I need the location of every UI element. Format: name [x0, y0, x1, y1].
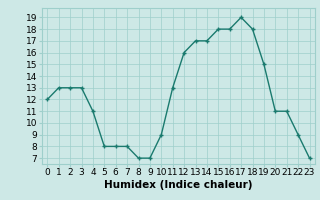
- X-axis label: Humidex (Indice chaleur): Humidex (Indice chaleur): [104, 180, 253, 190]
